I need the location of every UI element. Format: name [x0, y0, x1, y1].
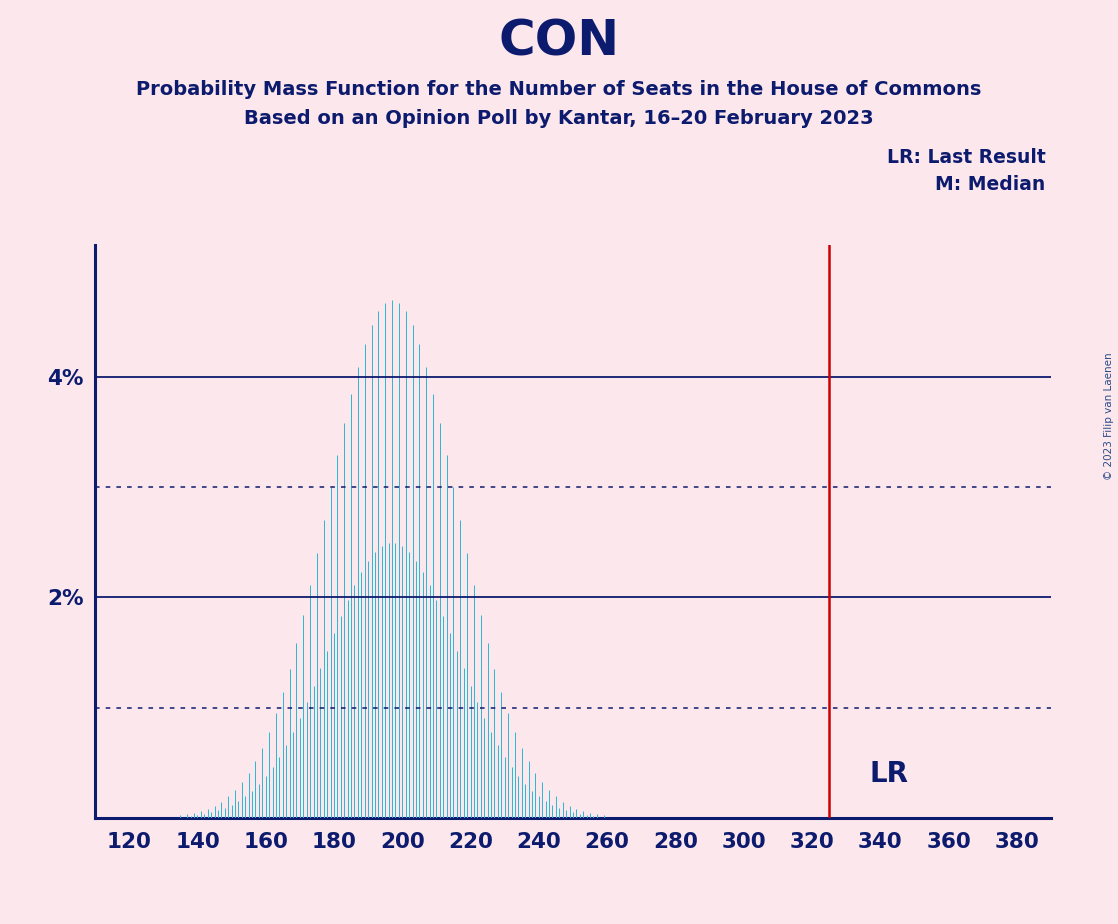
Text: M: Median: M: Median [935, 176, 1045, 194]
Text: © 2023 Filip van Laenen: © 2023 Filip van Laenen [1105, 352, 1114, 480]
Text: LR: LR [870, 760, 909, 787]
Text: Probability Mass Function for the Number of Seats in the House of Commons: Probability Mass Function for the Number… [136, 80, 982, 99]
Text: Based on an Opinion Poll by Kantar, 16–20 February 2023: Based on an Opinion Poll by Kantar, 16–2… [244, 109, 874, 128]
Text: LR: Last Result: LR: Last Result [887, 148, 1045, 166]
Text: CON: CON [499, 18, 619, 66]
